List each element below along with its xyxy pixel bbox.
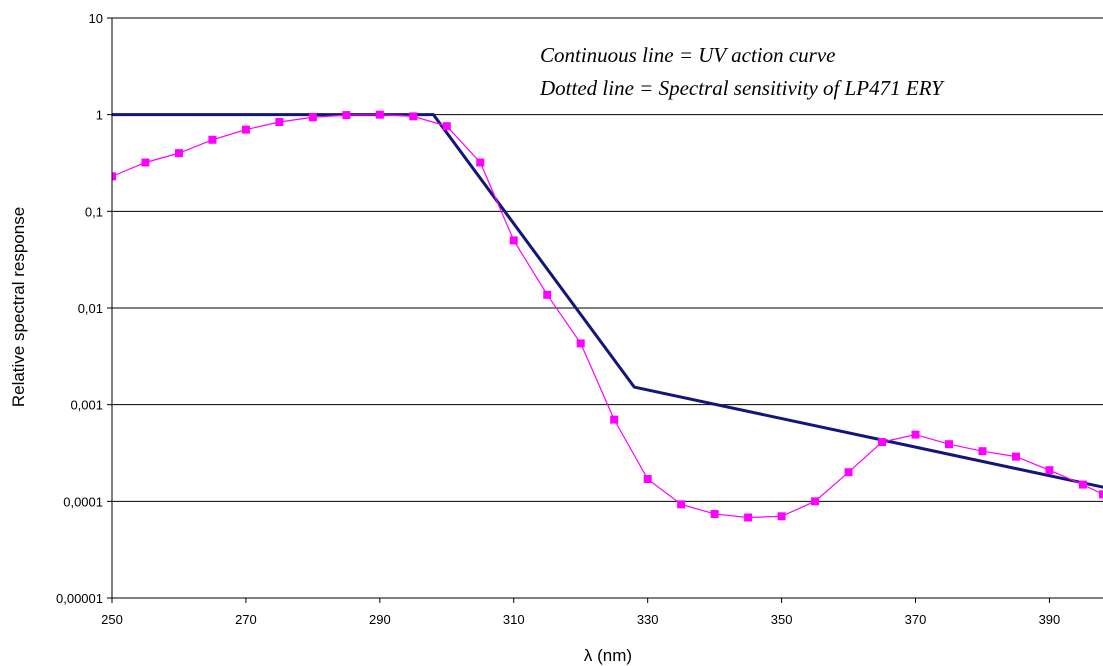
x-tick-label: 390 — [1039, 612, 1061, 627]
y-axis-title: Relative spectral response — [9, 207, 28, 407]
data-point — [174, 149, 183, 158]
data-point — [811, 497, 820, 506]
uv-action-curve-line — [112, 113, 1103, 489]
data-point — [1099, 490, 1103, 499]
data-point — [944, 440, 953, 449]
data-point — [543, 290, 552, 299]
data-point — [1045, 466, 1054, 475]
x-tick-label: 290 — [369, 612, 391, 627]
y-tick-label: 0,1 — [85, 204, 103, 219]
data-point — [576, 339, 585, 348]
y-tick-label: 0,0001 — [63, 494, 103, 509]
data-point — [112, 172, 116, 181]
data-point — [342, 111, 351, 120]
data-point — [141, 158, 150, 167]
x-tick-label: 370 — [905, 612, 927, 627]
data-point — [409, 112, 418, 121]
data-point — [844, 468, 853, 477]
x-tick-label: 350 — [771, 612, 793, 627]
x-tick-label: 250 — [101, 612, 123, 627]
x-tick-label: 310 — [503, 612, 525, 627]
series-1 — [112, 113, 1103, 489]
data-point — [1011, 452, 1020, 461]
data-point — [777, 512, 786, 521]
data-point — [241, 125, 250, 134]
data-point — [878, 438, 887, 447]
data-point — [442, 122, 451, 131]
x-tick-label: 330 — [637, 612, 659, 627]
y-tick-label: 10 — [89, 11, 103, 26]
y-tick-label: 0,01 — [78, 301, 103, 316]
series-2 — [112, 110, 1103, 522]
y-tick-label: 1 — [96, 108, 103, 123]
sensitivity-curve-line — [112, 114, 1103, 519]
data-point — [911, 430, 920, 439]
data-point — [308, 113, 317, 122]
data-point — [677, 500, 686, 509]
y-tick-label: 0,00001 — [56, 591, 103, 606]
data-point — [275, 117, 284, 126]
data-point — [978, 447, 987, 456]
x-axis-title: λ (nm) — [584, 646, 632, 665]
data-point — [208, 135, 217, 144]
annotation-line-2: Dotted line = Spectral sensitivity of LP… — [539, 76, 945, 100]
data-point — [375, 110, 384, 119]
data-point — [710, 509, 719, 518]
data-point — [509, 236, 518, 245]
y-tick-label: 0,001 — [70, 398, 103, 413]
data-point — [610, 415, 619, 424]
data-point — [476, 158, 485, 167]
x-tick-label: 270 — [235, 612, 257, 627]
data-point — [1078, 480, 1087, 489]
data-point — [643, 475, 652, 484]
annotation-line-1: Continuous line = UV action curve — [540, 43, 836, 67]
data-point — [744, 513, 753, 522]
